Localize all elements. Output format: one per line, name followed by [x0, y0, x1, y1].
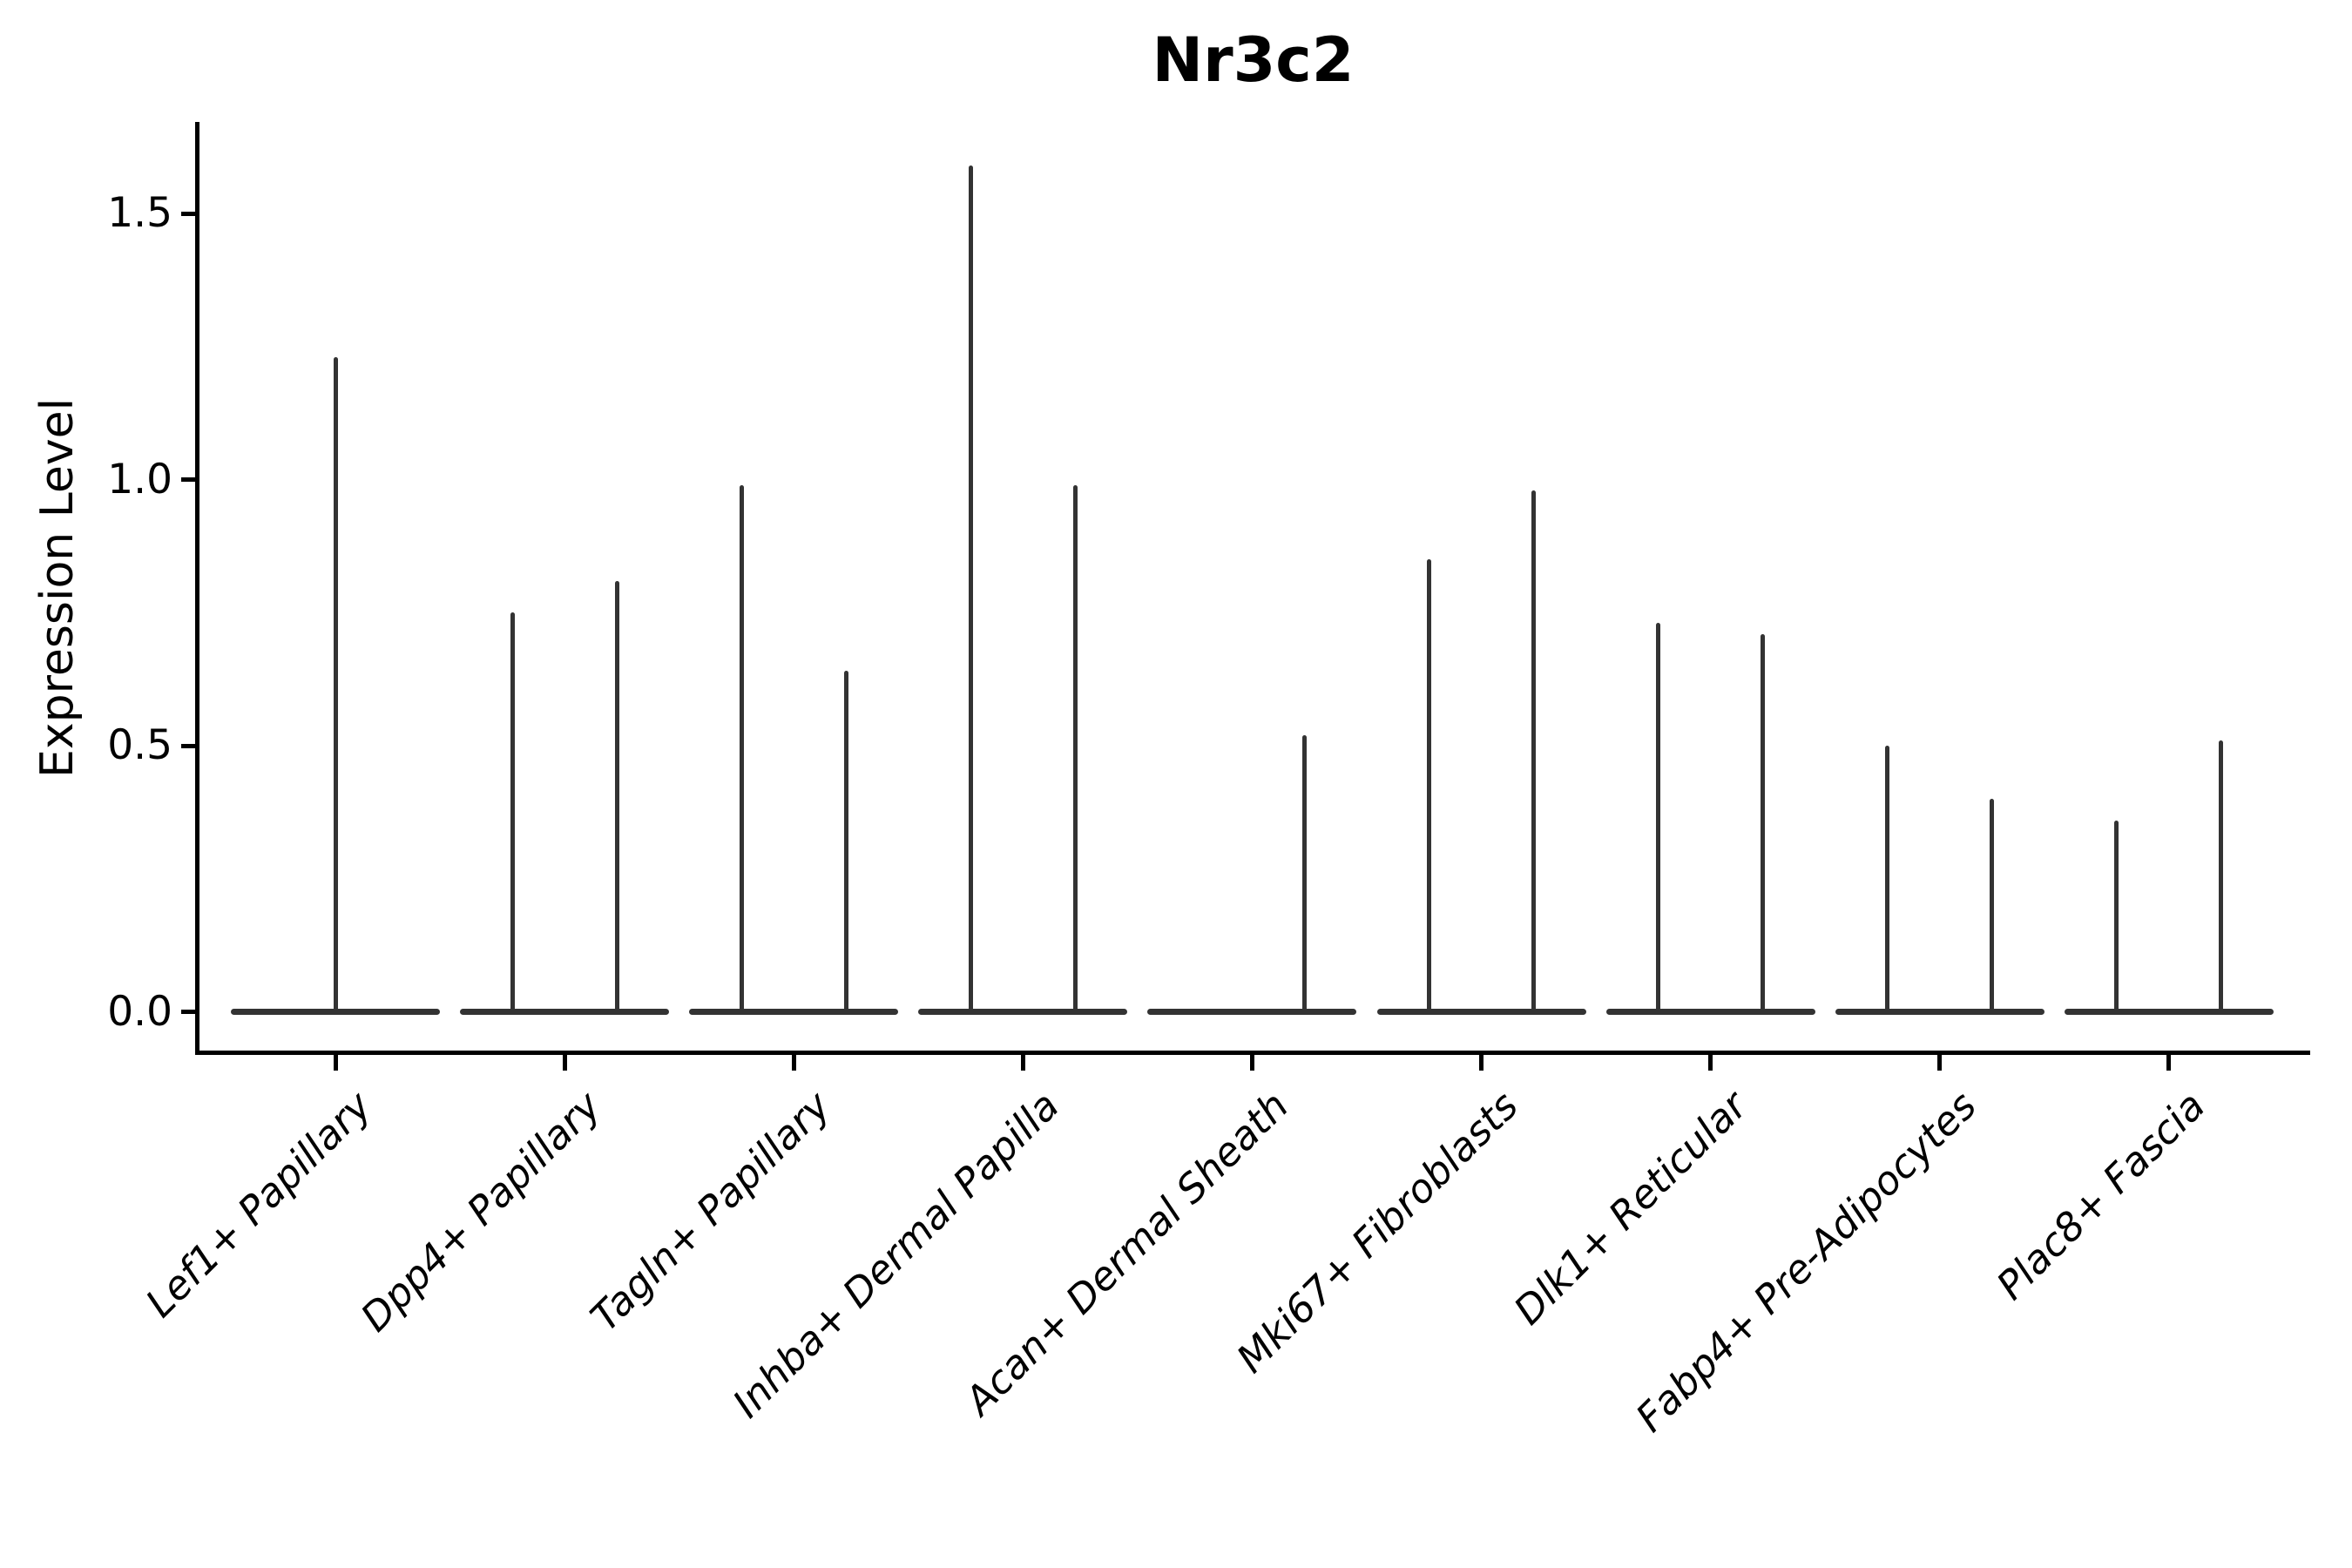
x-tick-label: Dlk1+ Reticular	[1504, 1082, 1756, 1334]
y-tick-label: 0.0	[107, 987, 172, 1036]
violin-spike	[510, 612, 515, 1012]
chart-title: Nr3c2	[1152, 24, 1355, 96]
violin-spike	[843, 671, 848, 1012]
violin-spike	[333, 356, 338, 1012]
violin-spike	[739, 484, 744, 1012]
x-tick	[333, 1055, 338, 1071]
violin-base	[689, 1009, 899, 1015]
violin-spike	[1761, 633, 1766, 1012]
y-tick	[181, 1010, 195, 1014]
y-tick	[181, 477, 195, 482]
y-tick-label: 1.5	[107, 189, 172, 237]
violin-spike	[2114, 820, 2119, 1012]
y-axis-line	[195, 122, 199, 1055]
violin-base	[2064, 1009, 2274, 1015]
x-tick-label: Lef1+ Papillary	[137, 1082, 382, 1327]
violin-spike	[1885, 746, 1890, 1012]
x-tick	[1708, 1055, 1713, 1071]
x-tick	[2166, 1055, 2172, 1071]
x-tick	[791, 1055, 796, 1071]
y-tick	[181, 211, 195, 216]
y-tick-label: 0.5	[107, 721, 172, 769]
violin-base	[1376, 1009, 1586, 1015]
violin-spike	[1990, 799, 1995, 1012]
x-tick	[1020, 1055, 1025, 1071]
x-tick-label: Dpp4+ Papillary	[351, 1082, 611, 1341]
x-tick	[1249, 1055, 1254, 1071]
violin-base	[460, 1009, 670, 1015]
violin-spike	[614, 580, 619, 1012]
x-tick-label: Tagln+ Papillary	[581, 1082, 840, 1341]
violin-base	[1147, 1009, 1357, 1015]
violin-spike	[1072, 484, 1078, 1012]
violin-spike	[2219, 740, 2224, 1012]
x-tick	[562, 1055, 567, 1071]
violin-spike	[968, 166, 973, 1012]
x-tick-label: Plac8+ Fascia	[1988, 1082, 2214, 1309]
violin-base	[1605, 1009, 1815, 1015]
violin-base	[231, 1009, 440, 1015]
violin-spike	[1301, 734, 1307, 1012]
violin-spike	[1656, 623, 1661, 1012]
violin-base	[918, 1009, 1128, 1015]
violin-spike	[1531, 490, 1536, 1012]
x-tick	[1479, 1055, 1484, 1071]
x-tick	[1937, 1055, 1943, 1071]
y-tick-label: 1.0	[107, 455, 172, 504]
violin-spike	[1427, 559, 1431, 1012]
y-tick	[181, 743, 195, 748]
violin-base	[1835, 1009, 2044, 1015]
x-axis-line	[195, 1051, 2310, 1055]
